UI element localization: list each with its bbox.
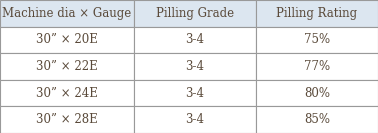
Text: 30” × 24E: 30” × 24E xyxy=(36,87,98,100)
Text: Pilling Rating: Pilling Rating xyxy=(276,7,358,20)
Bar xyxy=(134,106,256,133)
Text: 85%: 85% xyxy=(304,113,330,126)
Text: 80%: 80% xyxy=(304,87,330,100)
Bar xyxy=(256,27,378,53)
Bar xyxy=(134,0,256,27)
Text: 3-4: 3-4 xyxy=(186,113,204,126)
Bar xyxy=(0,80,134,106)
Bar xyxy=(256,106,378,133)
Bar xyxy=(256,80,378,106)
Text: 77%: 77% xyxy=(304,60,330,73)
Text: Pilling Grade: Pilling Grade xyxy=(156,7,234,20)
Bar xyxy=(134,27,256,53)
Text: 3-4: 3-4 xyxy=(186,33,204,46)
Bar xyxy=(0,106,134,133)
Bar xyxy=(256,53,378,80)
Bar xyxy=(134,80,256,106)
Bar xyxy=(0,53,134,80)
Text: Machine dia × Gauge: Machine dia × Gauge xyxy=(3,7,132,20)
Bar xyxy=(134,53,256,80)
Text: 30” × 22E: 30” × 22E xyxy=(36,60,98,73)
Text: 75%: 75% xyxy=(304,33,330,46)
Bar xyxy=(0,27,134,53)
Text: 30” × 20E: 30” × 20E xyxy=(36,33,98,46)
Text: 30” × 28E: 30” × 28E xyxy=(36,113,98,126)
Text: 3-4: 3-4 xyxy=(186,60,204,73)
Bar xyxy=(256,0,378,27)
Text: 3-4: 3-4 xyxy=(186,87,204,100)
Bar xyxy=(0,0,134,27)
